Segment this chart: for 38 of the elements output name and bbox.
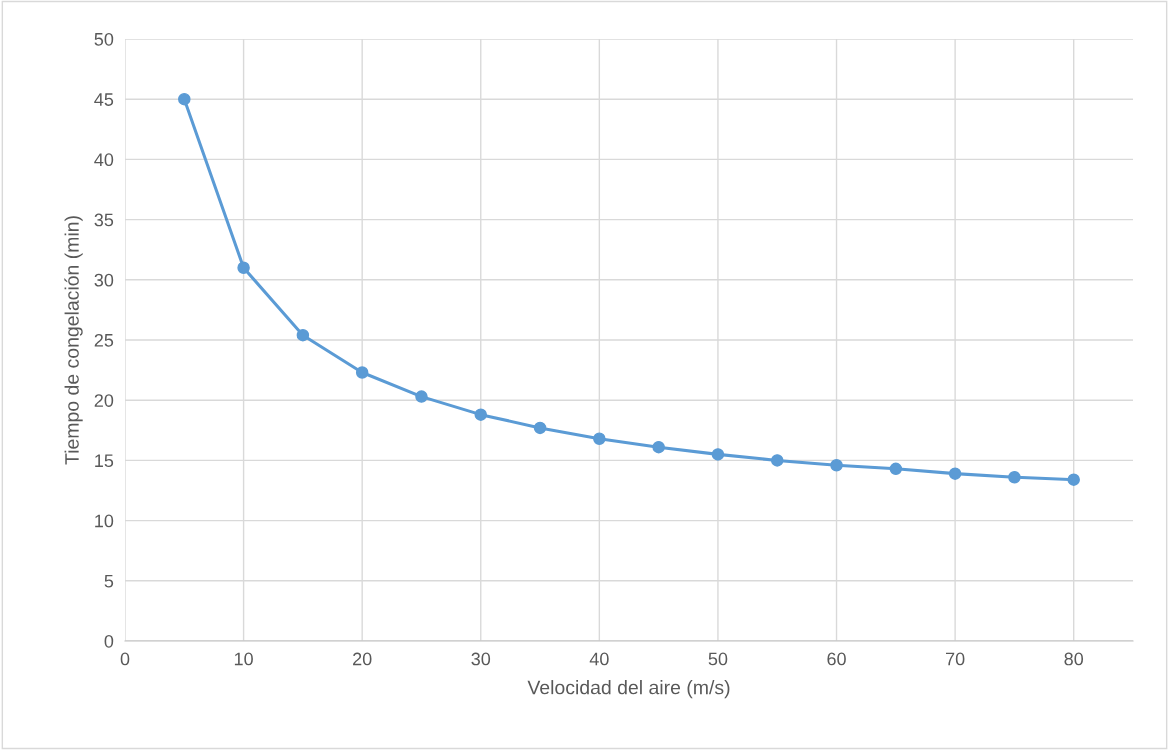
point [178, 92, 191, 106]
point [830, 458, 843, 472]
y-axis-title: Tiempo de congelación (min) [64, 216, 83, 465]
x-tick-label: 0 [120, 652, 130, 666]
x-tick-label: 80 [1064, 652, 1084, 666]
point [652, 440, 665, 454]
point [1067, 473, 1080, 486]
point [237, 261, 250, 275]
y-tick-label: 30 [94, 273, 114, 287]
point [474, 408, 488, 421]
x-tick-label: 60 [827, 652, 846, 666]
point [415, 390, 428, 403]
point [593, 432, 606, 445]
y-tick-label: 40 [94, 153, 114, 167]
x-axis-title: Velocidad del aire (m/s) [527, 680, 730, 699]
point [296, 328, 310, 342]
point [1008, 471, 1021, 484]
x-tick-label: 70 [946, 652, 965, 666]
y-tick-label: 45 [94, 93, 114, 106]
y-tick-label: 0 [104, 634, 114, 648]
x-tick-label: 10 [234, 652, 253, 666]
point [889, 462, 903, 476]
x-tick-label: 40 [589, 652, 609, 666]
y-tick-label: 35 [94, 213, 114, 227]
x-tick-label: 20 [353, 652, 372, 666]
point [948, 467, 962, 480]
y-tick-label: 20 [94, 394, 114, 407]
y-tick-label: 10 [95, 514, 114, 528]
point [355, 366, 369, 379]
y-tick-label: 5 [104, 574, 114, 588]
point [533, 421, 547, 435]
point [711, 448, 725, 461]
y-tick-label: 50 [94, 32, 114, 46]
y-tick-label: 15 [95, 454, 114, 468]
y-tick-label: 25 [94, 333, 114, 347]
point [770, 454, 784, 467]
x-tick-label: 50 [708, 652, 728, 666]
x-tick-label: 30 [471, 652, 491, 666]
